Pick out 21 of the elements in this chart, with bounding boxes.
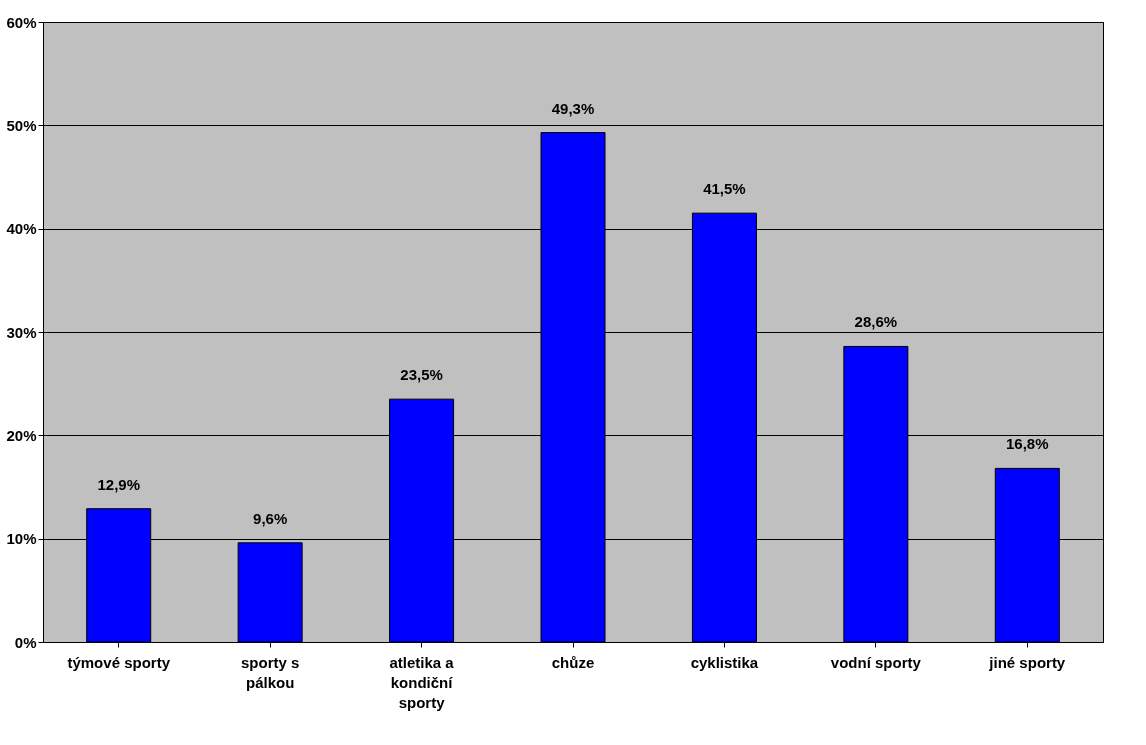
data-label: 16,8%	[1006, 435, 1049, 453]
data-label: 9,6%	[253, 509, 288, 527]
x-tick-label: sporty s pálkou	[240, 653, 300, 691]
y-tick-label: 50%	[6, 116, 37, 134]
y-tick-label: 40%	[6, 220, 37, 238]
y-tick-label: 20%	[6, 426, 37, 444]
x-tick-label: cyklistika	[690, 653, 759, 671]
x-tick-label: jiné sporty	[988, 653, 1066, 671]
y-tick-label: 60%	[6, 13, 37, 31]
data-label: 41,5%	[703, 180, 746, 198]
y-tick-label: 0%	[14, 633, 37, 651]
x-tick-label: chůze	[551, 653, 595, 671]
y-tick-label: 10%	[6, 530, 37, 548]
data-label: 49,3%	[551, 99, 595, 117]
data-label: 23,5%	[400, 366, 443, 384]
x-tick-label: atletika a kondiční sporty	[389, 653, 455, 711]
y-tick-label: 30%	[6, 323, 37, 341]
x-tick-label: vodní sporty	[830, 653, 922, 671]
data-label: 12,9%	[97, 475, 140, 493]
data-label: 28,6%	[854, 313, 898, 331]
x-tick-label: týmové sporty	[67, 653, 171, 671]
